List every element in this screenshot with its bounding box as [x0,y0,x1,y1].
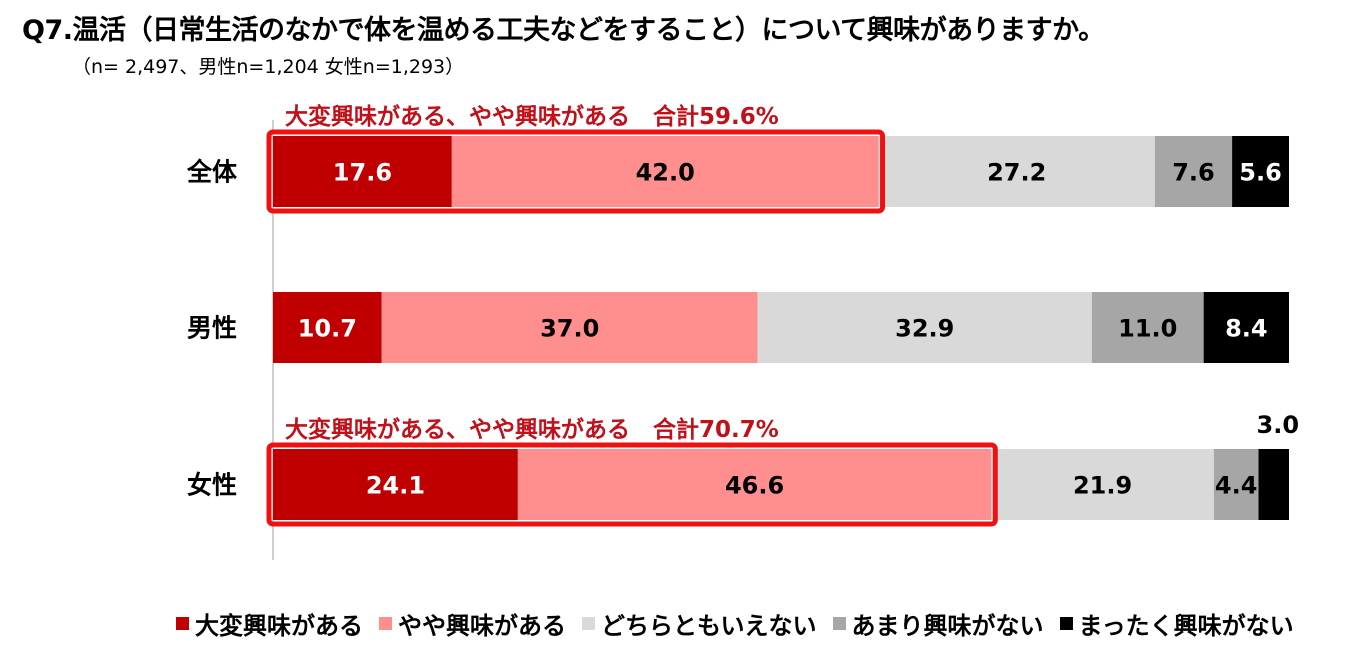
bar-segment [273,449,518,520]
bar-segment [517,449,992,520]
legend-swatch [176,617,189,630]
bar-segment [273,292,382,363]
data-label: 27.2 [987,159,1046,187]
legend-swatch [379,617,392,630]
bar-segment [1213,449,1259,520]
legend-label: あまり興味がない [851,612,1044,640]
bar-segment [991,449,1214,520]
bar-segment [381,292,758,363]
bar-segment [1091,292,1204,363]
legend-item: まったく興味がない [1059,606,1294,641]
legend-item: どちらともいえない [582,606,817,641]
data-label: 17.6 [333,159,392,187]
callout-label: 大変興味がある、やや興味がある 合計59.6% [285,103,779,130]
legend-swatch [1059,617,1073,630]
data-label: 5.6 [1239,159,1282,187]
data-label: 24.1 [366,472,425,500]
data-label: 21.9 [1073,472,1132,500]
bar-segment [273,136,452,207]
legend-item: あまり興味がない [832,606,1044,641]
data-label: 10.7 [298,315,357,343]
data-label: 7.6 [1172,159,1215,187]
data-label: 8.4 [1225,315,1268,343]
data-label: 42.0 [636,159,695,187]
data-label: 46.6 [725,472,784,500]
category-label: 女性 [187,471,237,500]
highlight-box [266,129,886,214]
data-label: 37.0 [540,315,599,343]
data-label: 4.4 [1215,472,1258,500]
callout-label: 大変興味がある、やや興味がある 合計70.7% [285,416,779,443]
chart-legend: 大変興味がある やや興味がある どちらともいえない あまり興味がない まったく興味がない [176,606,1310,641]
legend-swatch [582,617,595,630]
data-label: 32.9 [895,315,954,343]
legend-item: やや興味がある [379,606,566,641]
bar-segment [1258,449,1289,520]
category-label: 全体 [186,158,238,187]
data-label: 3.0 [1257,411,1300,439]
highlight-box [266,442,998,527]
legend-item: 大変興味がある [176,606,363,641]
legend-label: やや興味がある [398,612,566,640]
bar-segment [451,136,879,207]
legend-label: 大変興味がある [195,612,363,640]
legend-label: まったく興味がない [1078,612,1294,640]
bar-segment [1154,136,1233,207]
bar-segment [1232,136,1289,207]
bar-segment [1203,292,1289,363]
bar-segment [878,136,1155,207]
category-label: 男性 [187,314,237,343]
legend-label: どちらともいえない [601,612,817,640]
data-label: 11.0 [1118,315,1177,343]
stacked-bar-chart: 全体 17.6 42.0 27.2 7.6 5.6 男性 10.7 37.0 32.9 11.0 8.… [186,103,1300,560]
legend-swatch [832,617,846,630]
bar-segment [757,292,1092,363]
chart-title: Q7.温活（日常生活のなかで体を温める工夫などをすること）について興味があります… [22,15,1105,46]
chart-subtitle: （n= 2,497、男性n=1,204 女性n=1,293） [72,56,465,78]
